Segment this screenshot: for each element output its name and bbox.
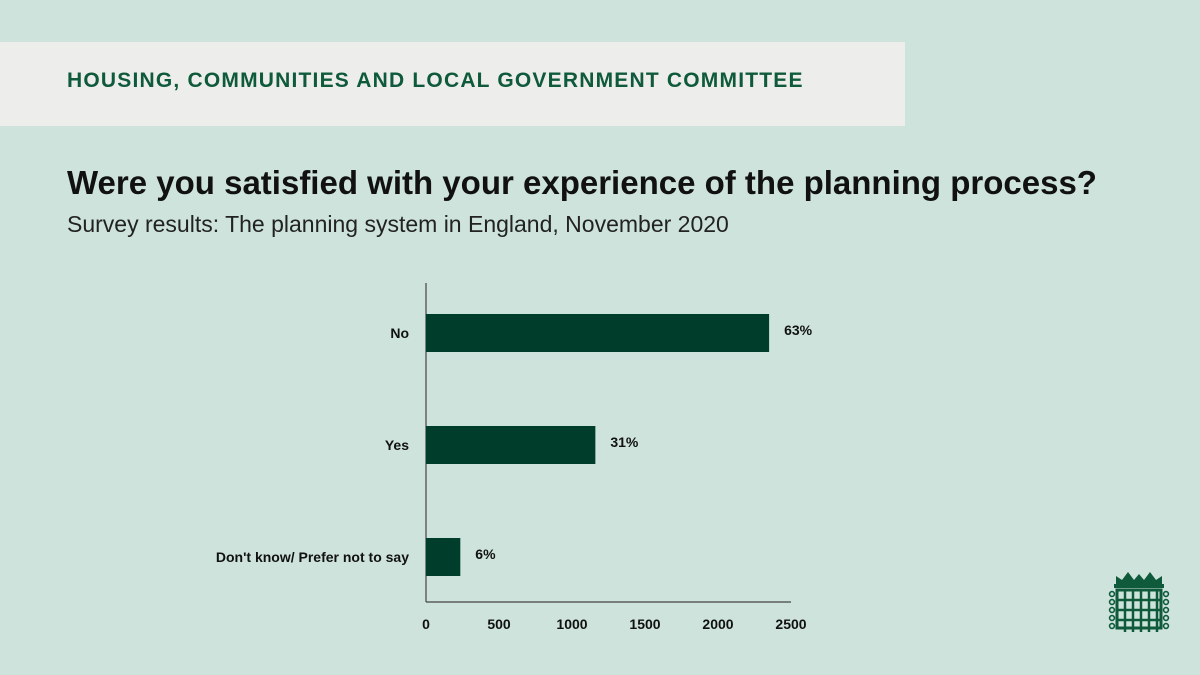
committee-banner: HOUSING, COMMUNITIES AND LOCAL GOVERNMEN…: [0, 42, 905, 126]
category-label: No: [390, 325, 409, 341]
x-tick-label: 2000: [702, 616, 733, 632]
bar: [426, 314, 770, 352]
chart-subtitle: Survey results: The planning system in E…: [67, 211, 729, 237]
x-tick-label: 2500: [775, 616, 806, 632]
x-tick-label: 0: [422, 616, 430, 632]
committee-name: HOUSING, COMMUNITIES AND LOCAL GOVERNMEN…: [67, 69, 804, 92]
bar: [426, 538, 461, 576]
data-label: 6%: [475, 546, 496, 562]
data-label: 31%: [610, 434, 639, 450]
chart-title: Were you satisfied with your experience …: [67, 164, 1097, 201]
category-label: Yes: [385, 437, 409, 453]
x-tick-label: 1000: [556, 616, 587, 632]
data-label: 63%: [784, 322, 813, 338]
bar: [426, 426, 596, 464]
x-tick-label: 500: [487, 616, 511, 632]
x-tick-label: 1500: [629, 616, 660, 632]
category-label: Don't know/ Prefer not to say: [216, 549, 409, 565]
portcullis-icon: [1108, 572, 1170, 632]
